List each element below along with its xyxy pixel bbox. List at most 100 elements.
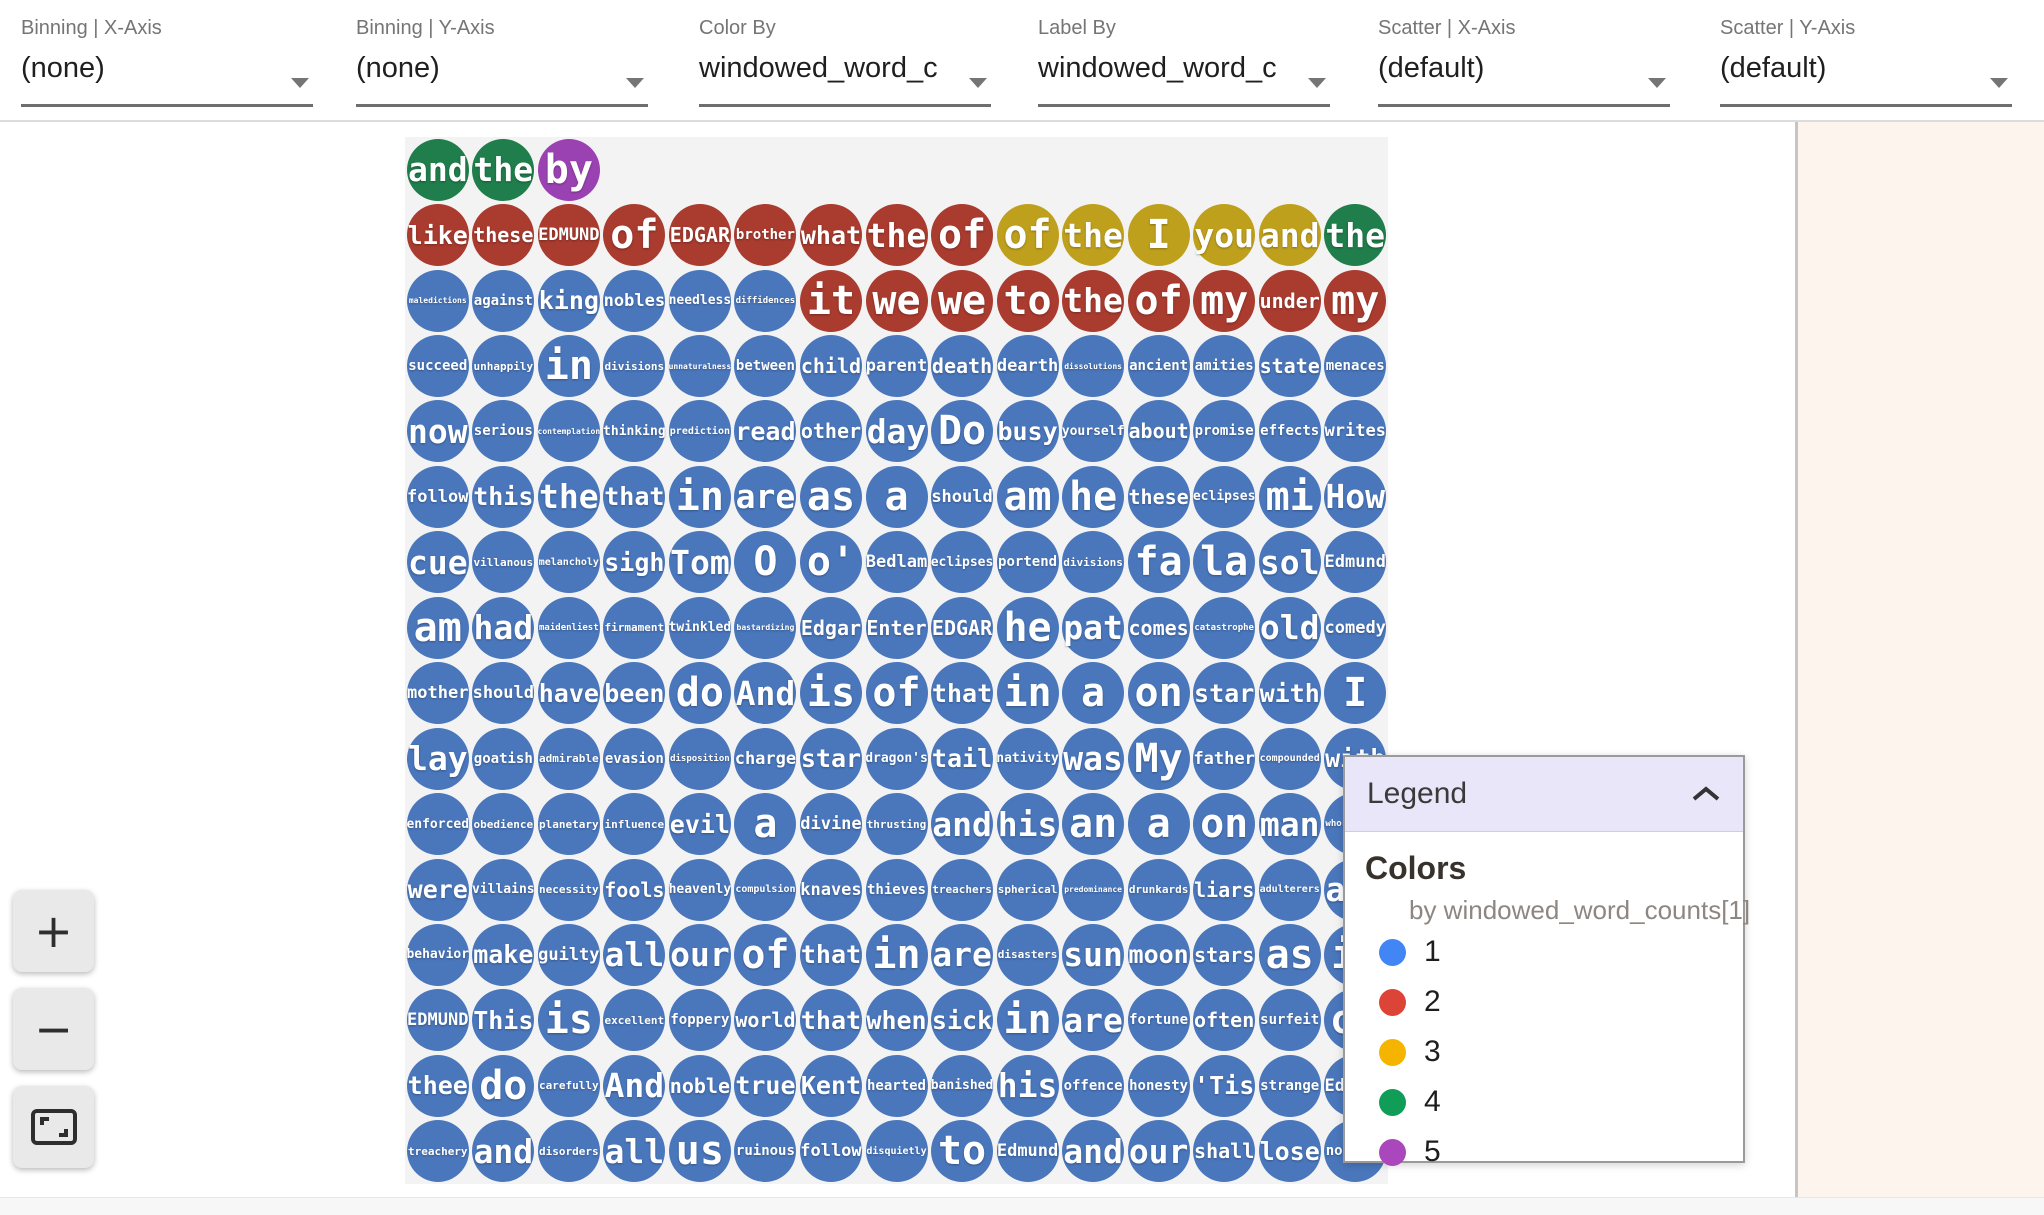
word-bubble[interactable]: strange — [1258, 1054, 1321, 1117]
chevron-down-icon[interactable] — [969, 78, 987, 88]
word-bubble[interactable]: portend — [996, 531, 1059, 594]
word-bubble[interactable]: carefully — [537, 1054, 600, 1117]
word-bubble[interactable]: am — [406, 596, 469, 659]
zoom-in-button[interactable]: + — [13, 890, 94, 972]
word-bubble[interactable]: against — [472, 269, 535, 332]
word-bubble[interactable]: divisions — [1062, 531, 1125, 594]
word-bubble[interactable]: of — [931, 204, 994, 267]
word-bubble[interactable]: planetary — [537, 793, 600, 856]
word-bubble[interactable]: obedience — [472, 793, 535, 856]
word-bubble[interactable]: I — [1324, 662, 1387, 725]
word-bubble[interactable]: Bedlam — [865, 531, 928, 594]
word-bubble[interactable]: writes — [1324, 400, 1387, 463]
word-bubble[interactable]: heavenly — [669, 858, 731, 921]
word-bubble[interactable]: father — [1193, 727, 1256, 790]
word-bubble[interactable]: cue — [406, 531, 469, 594]
word-bubble[interactable]: disquietly — [865, 1120, 928, 1183]
word-bubble[interactable]: a — [1127, 793, 1190, 856]
word-bubble[interactable]: EDMUND — [537, 204, 600, 267]
word-bubble[interactable]: excellent — [603, 989, 666, 1052]
word-bubble[interactable]: dissolutions — [1062, 335, 1125, 398]
word-bubble[interactable]: behavior — [406, 923, 469, 986]
word-bubble[interactable]: eclipses — [931, 531, 993, 594]
word-bubble[interactable]: surfeit — [1258, 989, 1321, 1052]
word-bubble[interactable]: And — [603, 1054, 666, 1117]
word-bubble[interactable]: sol — [1258, 531, 1321, 594]
word-bubble[interactable]: and — [406, 138, 469, 201]
word-bubble[interactable]: parent — [865, 335, 928, 398]
word-bubble[interactable]: my — [1193, 269, 1256, 332]
word-bubble[interactable]: EDGAR — [668, 204, 731, 267]
word-bubble[interactable]: comes — [1127, 596, 1190, 659]
word-bubble[interactable]: stars — [1193, 923, 1256, 986]
word-bubble[interactable]: lose — [1258, 1120, 1321, 1183]
word-bubble[interactable]: Enter — [865, 596, 928, 659]
word-bubble[interactable]: offence — [1062, 1054, 1125, 1117]
word-bubble[interactable]: and — [472, 1120, 535, 1183]
word-bubble[interactable]: of — [1127, 269, 1190, 332]
word-bubble[interactable]: twinkled — [669, 596, 731, 659]
word-bubble[interactable]: the — [1062, 269, 1125, 332]
word-bubble[interactable]: that — [931, 662, 994, 725]
dropdown-binning-x-axis[interactable]: Binning | X-Axis (none) — [21, 16, 313, 107]
dropdown-color-by[interactable]: Color By windowed_word_c — [699, 16, 991, 107]
legend-header[interactable]: Legend — [1345, 757, 1743, 832]
word-bubble[interactable]: we — [865, 269, 928, 332]
word-bubble[interactable]: disasters — [996, 923, 1059, 986]
word-bubble[interactable]: to — [931, 1120, 994, 1183]
word-bubble[interactable]: read — [734, 400, 797, 463]
word-bubble[interactable]: prediction — [668, 400, 731, 463]
word-bubble[interactable]: evasion — [603, 727, 666, 790]
word-bubble[interactable]: am — [996, 465, 1059, 528]
word-bubble[interactable]: maledictions — [406, 269, 469, 332]
word-bubble[interactable]: melancholy — [537, 531, 600, 594]
word-bubble[interactable]: sigh — [603, 531, 666, 594]
word-bubble[interactable]: knaves — [799, 858, 862, 921]
word-bubble[interactable]: catastrophe — [1193, 596, 1256, 659]
chevron-down-icon[interactable] — [291, 78, 309, 88]
word-bubble[interactable]: enforced — [406, 793, 469, 856]
word-bubble[interactable]: admirable — [537, 727, 600, 790]
word-bubble[interactable]: dearth — [996, 335, 1059, 398]
word-bubble[interactable]: charge — [734, 727, 797, 790]
word-bubble[interactable]: guilty — [537, 923, 600, 986]
word-bubble[interactable]: is — [537, 989, 600, 1052]
word-bubble[interactable]: evil — [668, 793, 731, 856]
word-bubble[interactable]: follow — [799, 1120, 862, 1183]
word-bubble[interactable]: menaces — [1324, 335, 1387, 398]
word-bubble[interactable]: to — [996, 269, 1059, 332]
word-bubble[interactable]: was — [1062, 727, 1125, 790]
word-bubble[interactable]: Edmund — [1324, 531, 1387, 594]
word-bubble[interactable]: old — [1258, 596, 1321, 659]
word-bubble[interactable]: predominance — [1062, 858, 1125, 921]
word-bubble[interactable]: with — [1258, 662, 1321, 725]
word-bubble[interactable]: the — [1324, 204, 1387, 267]
word-bubble[interactable]: our — [668, 923, 731, 986]
word-bubble[interactable]: This — [472, 989, 535, 1052]
word-bubble[interactable]: Do — [931, 400, 994, 463]
word-bubble[interactable]: tail — [931, 727, 994, 790]
word-bubble[interactable]: of — [865, 662, 928, 725]
word-bubble[interactable]: fa — [1127, 531, 1190, 594]
word-bubble[interactable]: been — [603, 662, 666, 725]
word-bubble[interactable]: busy — [996, 400, 1059, 463]
word-bubble[interactable]: you — [1193, 204, 1256, 267]
word-bubble[interactable]: spherical — [996, 858, 1059, 921]
word-bubble[interactable]: now — [406, 400, 469, 463]
word-bubble[interactable]: that — [603, 465, 666, 528]
word-bubble[interactable]: unnaturalness — [669, 335, 731, 398]
fit-to-frame-button[interactable] — [13, 1086, 94, 1168]
chevron-up-icon[interactable] — [1691, 785, 1721, 803]
word-bubble[interactable]: necessity — [537, 858, 600, 921]
word-bubble[interactable]: unhappily — [472, 335, 535, 398]
word-bubble[interactable]: a — [1062, 662, 1125, 725]
word-bubble[interactable]: an — [1062, 793, 1125, 856]
word-bubble[interactable]: moon — [1127, 923, 1190, 986]
word-bubble[interactable]: of — [734, 923, 797, 986]
dropdown-scatter-y-axis[interactable]: Scatter | Y-Axis (default) — [1720, 16, 2012, 107]
word-bubble[interactable]: influence — [603, 793, 666, 856]
word-bubble[interactable]: promise — [1193, 400, 1256, 463]
word-bubble[interactable]: make — [472, 923, 535, 986]
word-bubble[interactable]: do — [668, 662, 731, 725]
word-bubble[interactable]: compounded — [1258, 727, 1321, 790]
